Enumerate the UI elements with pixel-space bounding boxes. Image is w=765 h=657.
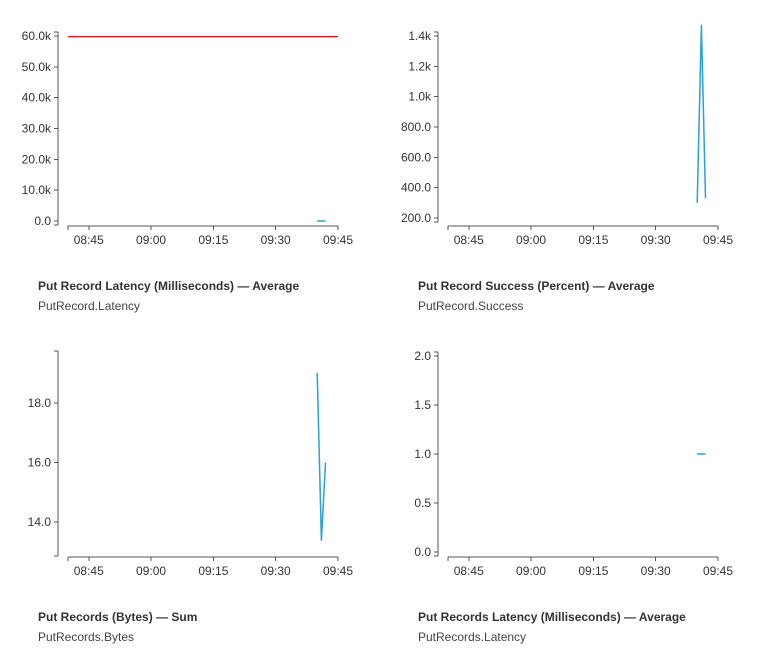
- y-tick-label: 40.0k: [22, 91, 52, 105]
- y-tick-label: 200.0: [401, 211, 431, 225]
- chart-subtitle: PutRecords.Latency: [418, 630, 527, 644]
- x-tick-label: 09:00: [516, 564, 546, 578]
- chart-plot: 14.0 16.0 18.0 08:45 09:00 09:15 09:30 09:45: [28, 350, 353, 578]
- x-tick-label: 08:45: [74, 233, 104, 247]
- y-tick-label: 400.0: [401, 181, 431, 195]
- y-tick-label: 14.0: [28, 515, 52, 529]
- chart-put-records-latency: 0.0 0.5 1.0 1.5 2.0 08:45 09:00 09:15 09:30 09:45…: [380, 331, 760, 657]
- y-tick-label: 60.0k: [22, 29, 52, 43]
- chart-subtitle: PutRecord.Latency: [38, 299, 141, 313]
- x-tick-label: 09:30: [261, 233, 291, 247]
- x-tick-label: 08:45: [454, 564, 484, 578]
- x-tick-label: 09:00: [136, 564, 166, 578]
- chart-put-record-latency: 0.0 10.0k 20.0k 30.0k 40.0k 50.0k 60.0k 08:45 09…: [0, 0, 380, 326]
- x-tick-label: 09:30: [261, 564, 291, 578]
- chart-plot: 200.0 400.0 600.0 800.0 1.0k 1.2k 1.4k 08:45 09:…: [401, 24, 733, 247]
- x-tick-label: 09:45: [703, 564, 733, 578]
- x-tick-label: 09:15: [578, 233, 608, 247]
- y-tick-label: 800.0: [401, 120, 431, 134]
- chart-subtitle: PutRecords.Bytes: [38, 630, 135, 644]
- y-tick-label: 1.0k: [408, 90, 432, 104]
- chart-title: Put Record Latency (Milliseconds) — Aver…: [38, 279, 300, 293]
- x-tick-label: 09:15: [198, 233, 228, 247]
- x-tick-label: 09:45: [323, 564, 353, 578]
- y-tick-label: 1.5: [414, 398, 431, 412]
- x-tick-label: 09:00: [136, 233, 166, 247]
- y-tick-label: 10.0k: [22, 183, 52, 197]
- x-tick-label: 09:15: [578, 564, 608, 578]
- chart-put-records-bytes: 14.0 16.0 18.0 08:45 09:00 09:15 09:30 09:45 Pu…: [0, 331, 380, 657]
- chart-title: Put Records (Bytes) — Sum: [38, 610, 198, 624]
- x-tick-label: 08:45: [74, 564, 104, 578]
- chart-title: Put Record Success (Percent) — Average: [418, 279, 655, 293]
- y-tick-label: 50.0k: [22, 60, 52, 74]
- y-tick-label: 18.0: [28, 396, 52, 410]
- y-tick-label: 30.0k: [22, 122, 52, 136]
- chart-plot: 0.0 0.5 1.0 1.5 2.0 08:45 09:00 09:15 09:30 09:45: [414, 349, 733, 578]
- series-line: [696, 24, 707, 203]
- x-tick-label: 09:30: [641, 564, 671, 578]
- y-tick-label: 0.0: [34, 214, 51, 228]
- y-tick-label: 1.4k: [408, 29, 432, 43]
- y-tick-label: 0.5: [414, 496, 431, 510]
- y-tick-label: 600.0: [401, 150, 431, 164]
- y-tick-label: 1.2k: [408, 59, 432, 73]
- x-tick-label: 09:30: [641, 233, 671, 247]
- y-tick-label: 2.0: [414, 349, 431, 363]
- y-tick-label: 1.0: [414, 447, 431, 461]
- x-tick-label: 09:45: [323, 233, 353, 247]
- x-tick-label: 09:15: [198, 564, 228, 578]
- x-tick-label: 09:00: [516, 233, 546, 247]
- x-tick-label: 09:45: [703, 233, 733, 247]
- chart-plot: 0.0 10.0k 20.0k 30.0k 40.0k 50.0k 60.0k 08:45 09…: [22, 29, 354, 247]
- series-line: [316, 372, 327, 541]
- chart-title: Put Records Latency (Milliseconds) — Ave…: [418, 610, 686, 624]
- x-tick-label: 08:45: [454, 233, 484, 247]
- chart-put-record-success: 200.0 400.0 600.0 800.0 1.0k 1.2k 1.4k 08:45 09:…: [380, 0, 760, 326]
- y-tick-label: 0.0: [414, 545, 431, 559]
- y-tick-label: 16.0: [28, 455, 52, 469]
- chart-subtitle: PutRecord.Success: [418, 299, 524, 313]
- y-tick-label: 20.0k: [22, 152, 52, 166]
